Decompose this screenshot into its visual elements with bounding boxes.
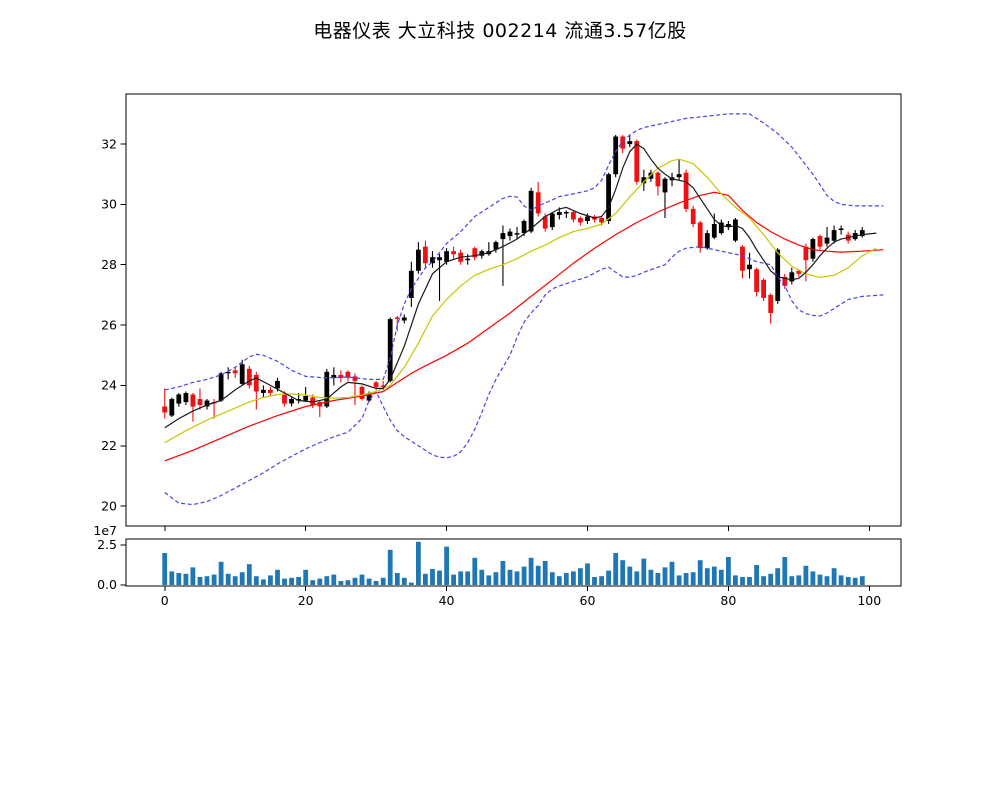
price-tick-label: 20 <box>101 498 117 513</box>
price-tick-label: 26 <box>101 317 117 332</box>
price-tick-label: 24 <box>101 378 117 393</box>
x-tick-label: 20 <box>298 593 314 608</box>
ma-fast-line <box>164 143 877 429</box>
candles-layer <box>162 135 865 422</box>
price-axis-ticks: 20 22 24 26 28 30 32 <box>101 136 126 513</box>
volume-scale-label: 1e7 <box>93 523 117 538</box>
volume-tick-label: 0.0 <box>97 577 117 592</box>
volume-tick-label: 2.5 <box>97 537 117 552</box>
x-tick-label: 80 <box>720 593 736 608</box>
x-axis-ticks: 0 20 40 60 80 100 <box>161 586 881 608</box>
x-tick-label: 40 <box>439 593 455 608</box>
price-tick-label: 22 <box>101 438 117 453</box>
lower-band-line <box>164 245 884 506</box>
volume-bars-layer <box>162 541 865 585</box>
chart-title: 电器仪表 大立科技 002214 流通3.57亿股 <box>313 20 687 42</box>
x-tick-label: 0 <box>161 593 169 608</box>
ma-mid-line <box>164 158 877 444</box>
x-tick-label: 60 <box>580 593 596 608</box>
price-panel-border <box>125 93 902 527</box>
upper-band-line <box>164 113 884 391</box>
ma-slow-line <box>164 191 884 462</box>
price-tick-label: 28 <box>101 257 117 272</box>
x-tick-label: 100 <box>857 593 881 608</box>
price-tick-label: 30 <box>101 197 117 212</box>
volume-axis-ticks: 0.0 2.5 <box>97 537 126 592</box>
price-tick-label: 32 <box>101 136 117 151</box>
price-panel-x-ticks <box>164 526 870 531</box>
volume-panel-border <box>125 538 902 587</box>
